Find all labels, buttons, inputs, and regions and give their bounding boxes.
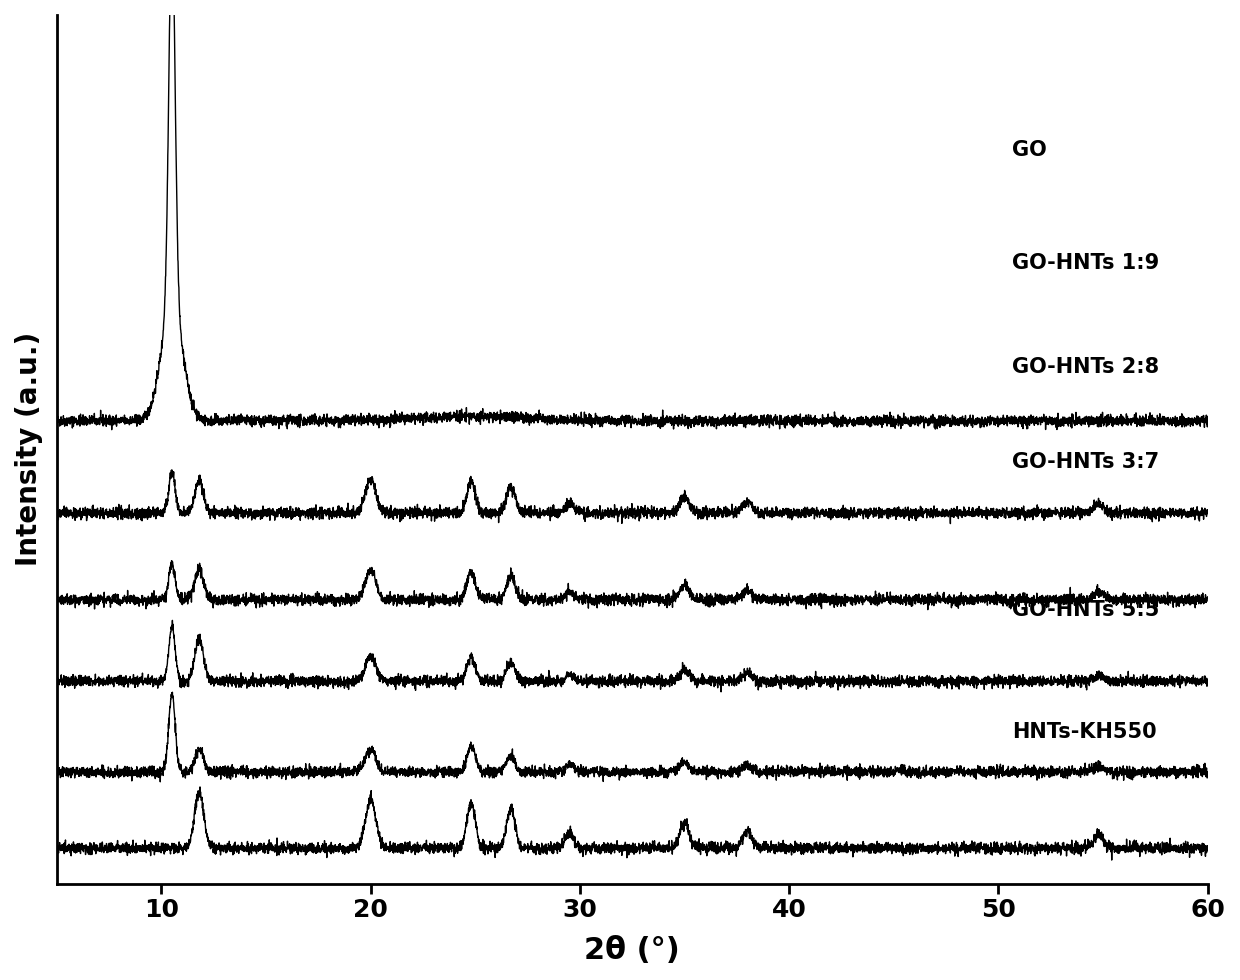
Text: GO-HNTs 1:9: GO-HNTs 1:9: [1012, 253, 1159, 272]
Text: GO-HNTs 3:7: GO-HNTs 3:7: [1012, 453, 1159, 472]
Y-axis label: Intensity (a.u.): Intensity (a.u.): [15, 332, 43, 566]
X-axis label: 2θ (°): 2θ (°): [584, 936, 680, 965]
Text: GO-HNTs 2:8: GO-HNTs 2:8: [1012, 357, 1159, 376]
Text: GO-HNTs 5:5: GO-HNTs 5:5: [1012, 600, 1159, 620]
Text: GO: GO: [1012, 139, 1047, 160]
Text: HNTs-KH550: HNTs-KH550: [1012, 721, 1157, 742]
